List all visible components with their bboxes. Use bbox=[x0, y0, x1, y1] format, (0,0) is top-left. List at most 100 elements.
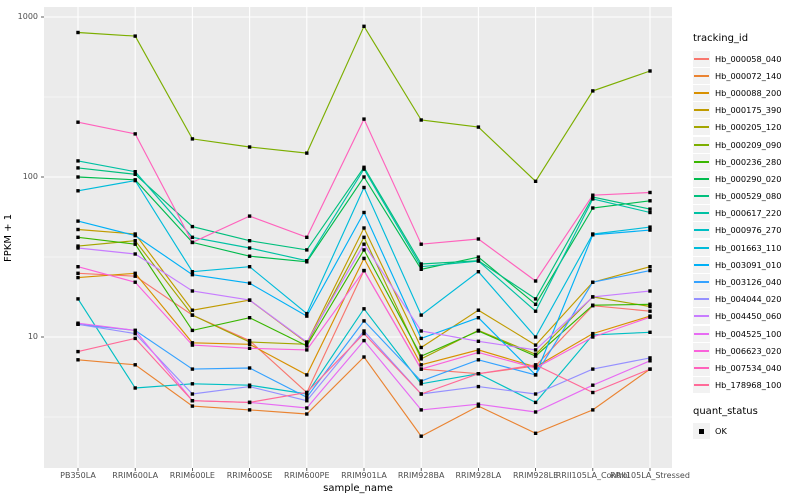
x-tick-label-RRII105LA_Control: RRII105LA_Control bbox=[555, 471, 630, 480]
legend-key bbox=[693, 84, 710, 101]
legend-title-tracking-id: tracking_id bbox=[693, 33, 749, 44]
x-tick-label-RRIM928LA: RRIM928LA bbox=[455, 471, 502, 480]
legend-item-Hb_000290_020: Hb_000290_020 bbox=[693, 170, 798, 187]
legend-item-Hb_004450_060: Hb_004450_060 bbox=[693, 308, 798, 325]
series-points bbox=[76, 24, 652, 438]
legend: tracking_id Hb_000058_040 Hb_000072_140 Hb… bbox=[693, 33, 798, 440]
legend-tracking-entries: Hb_000058_040 Hb_000072_140 Hb_000088_200 H… bbox=[693, 50, 798, 394]
series-line-icon bbox=[694, 143, 709, 146]
legend-quant-status-block: quant_status OK bbox=[693, 406, 798, 440]
series-line-icon bbox=[694, 177, 709, 180]
x-tick-label-RRIM600PE: RRIM600PE bbox=[284, 471, 330, 480]
x-tick-label-RRIM928BA: RRIM928BA bbox=[397, 471, 445, 480]
x-tick-label-PB350LA: PB350LA bbox=[60, 471, 96, 480]
legend-item-label: Hb_003126_040 bbox=[715, 277, 782, 288]
series-points-Hb_007534_040 bbox=[76, 117, 652, 283]
legend-key bbox=[693, 50, 710, 67]
series-points-Hb_006623_020 bbox=[76, 265, 652, 371]
x-axis-title: sample_name bbox=[323, 483, 393, 494]
series-points-Hb_000236_280 bbox=[76, 235, 652, 358]
legend-item-label: Hb_000058_040 bbox=[715, 53, 782, 64]
legend-key bbox=[693, 170, 710, 187]
legend-item-label: Hb_000236_280 bbox=[715, 156, 782, 167]
legend-item-label: Hb_000072_140 bbox=[715, 70, 782, 81]
x-tick-label-RRIM600LE: RRIM600LE bbox=[169, 471, 215, 480]
legend-item-label: Hb_000209_090 bbox=[715, 139, 782, 150]
legend-key bbox=[693, 308, 710, 325]
legend-key bbox=[693, 239, 710, 256]
legend-item-Hb_001663_110: Hb_001663_110 bbox=[693, 239, 798, 256]
legend-item-Hb_000058_040: Hb_000058_040 bbox=[693, 50, 798, 67]
series-line-icon bbox=[694, 384, 709, 387]
legend-item-label: Hb_007534_040 bbox=[715, 362, 782, 373]
legend-key bbox=[693, 342, 710, 359]
legend-item-Hb_003126_040: Hb_003126_040 bbox=[693, 273, 798, 291]
legend-title-quant-status: quant_status bbox=[693, 405, 758, 417]
series-points-Hb_000617_220 bbox=[76, 159, 652, 313]
legend-item-Hb_000529_080: Hb_000529_080 bbox=[693, 188, 798, 205]
panel-background bbox=[44, 7, 672, 468]
series-line-icon bbox=[694, 349, 709, 352]
legend-item-label: Hb_006623_020 bbox=[715, 345, 782, 356]
legend-item-label: Hb_000529_080 bbox=[715, 191, 782, 202]
legend-key bbox=[693, 205, 710, 222]
legend-item-Hb_000205_120: Hb_000205_120 bbox=[693, 119, 798, 136]
legend-item-label: Hb_000290_020 bbox=[715, 173, 782, 184]
series-line-icon bbox=[694, 74, 709, 77]
axis-ticks bbox=[41, 16, 651, 471]
legend-key bbox=[693, 423, 710, 440]
legend-item-label: Hb_000088_200 bbox=[715, 87, 782, 98]
legend-item-quant-OK: OK bbox=[693, 423, 798, 440]
legend-quant-entries: OK bbox=[693, 423, 798, 440]
legend-item-Hb_003091_010: Hb_003091_010 bbox=[693, 256, 798, 273]
legend-item-label: Hb_000976_270 bbox=[715, 225, 782, 236]
legend-key bbox=[693, 136, 710, 153]
legend-item-Hb_007534_040: Hb_007534_040 bbox=[693, 359, 798, 376]
series-line-icon bbox=[694, 195, 709, 198]
legend-item-Hb_000236_280: Hb_000236_280 bbox=[693, 153, 798, 170]
legend-item-Hb_000617_220: Hb_000617_220 bbox=[693, 205, 798, 222]
series-line-icon bbox=[694, 281, 709, 284]
legend-key bbox=[693, 325, 710, 342]
y-tick-label: 1000 bbox=[17, 12, 38, 21]
legend-key bbox=[693, 291, 710, 308]
legend-item-label: Hb_000205_120 bbox=[715, 122, 782, 133]
series-line-icon bbox=[694, 315, 709, 318]
y-tick-label: 10 bbox=[27, 332, 38, 341]
x-tick-label-RRIM928LE: RRIM928LE bbox=[513, 471, 559, 480]
series-line-icon bbox=[694, 298, 709, 301]
legend-item-Hb_000088_200: Hb_000088_200 bbox=[693, 84, 798, 101]
x-tick-label-RRII105LA_Stressed: RRII105LA_Stressed bbox=[610, 471, 690, 480]
legend-item-label: Hb_178968_100 bbox=[715, 380, 782, 391]
legend-key bbox=[693, 222, 710, 239]
legend-key bbox=[693, 359, 710, 376]
legend-key bbox=[693, 119, 710, 136]
legend-item-Hb_178968_100: Hb_178968_100 bbox=[693, 377, 798, 394]
series-line-icon bbox=[694, 366, 709, 369]
black-square-icon bbox=[699, 429, 704, 434]
legend-item-label: Hb_003091_010 bbox=[715, 259, 782, 270]
legend-item-Hb_000976_270: Hb_000976_270 bbox=[693, 222, 798, 239]
legend-key bbox=[693, 256, 710, 273]
x-tick-label-RRIM901LA: RRIM901LA bbox=[341, 471, 387, 480]
legend-item-label: Hb_004525_100 bbox=[715, 328, 782, 339]
legend-item-label: Hb_004450_060 bbox=[715, 311, 782, 322]
series-points-Hb_000209_090 bbox=[76, 24, 652, 183]
legend-item-Hb_000072_140: Hb_000072_140 bbox=[693, 67, 798, 84]
series-line-icon bbox=[694, 332, 709, 335]
series-line-icon bbox=[694, 160, 709, 163]
series-line-icon bbox=[694, 126, 709, 129]
y-tick-label: 100 bbox=[22, 172, 38, 181]
series-line-icon bbox=[694, 109, 709, 112]
y-axis-title: FPKM + 1 bbox=[3, 213, 14, 263]
legend-item-Hb_004525_100: Hb_004525_100 bbox=[693, 325, 798, 342]
series-line-icon bbox=[694, 229, 709, 232]
legend-key bbox=[693, 67, 710, 84]
legend-key bbox=[693, 274, 710, 291]
legend-item-label: OK bbox=[715, 426, 727, 437]
legend-item-Hb_006623_020: Hb_006623_020 bbox=[693, 342, 798, 359]
legend-item-Hb_000209_090: Hb_000209_090 bbox=[693, 136, 798, 153]
series-line-icon bbox=[694, 91, 709, 94]
series-points-Hb_000072_140 bbox=[76, 355, 652, 438]
